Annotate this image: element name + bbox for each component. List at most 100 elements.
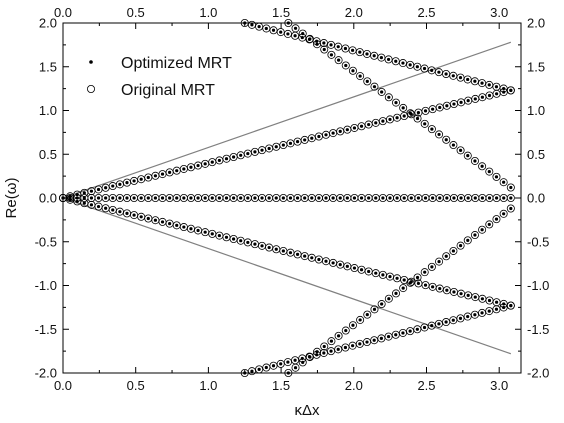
original-mrt-point	[442, 318, 451, 327]
optimized-mrt-point	[387, 95, 391, 99]
optimized-mrt-point	[502, 180, 506, 184]
x-tick-label-top: 2.0	[345, 5, 363, 20]
optimized-mrt-point	[494, 85, 499, 89]
optimized-mrt-point	[224, 196, 229, 200]
optimized-mrt-point	[231, 196, 236, 200]
optimized-mrt-point	[509, 196, 513, 200]
original-mrt-point	[427, 125, 436, 134]
original-mrt-point	[298, 358, 307, 367]
optimized-mrt-point	[175, 169, 179, 173]
optimized-mrt-point	[345, 196, 349, 200]
optimized-mrt-point	[394, 333, 398, 337]
optimized-mrt-point	[104, 206, 108, 210]
original-mrt-point	[485, 220, 494, 229]
original-mrt-point	[355, 48, 364, 57]
optimized-mrt-point	[473, 196, 477, 200]
optimized-mrt-point	[182, 225, 186, 229]
optimized-mrt-point	[324, 259, 328, 263]
original-mrt-point	[348, 66, 357, 75]
original-mrt-point	[313, 347, 322, 356]
optimized-mrt-point	[336, 58, 341, 62]
optimized-mrt-point	[401, 331, 405, 335]
optimized-mrt-point	[394, 291, 398, 296]
x-tick-label-top: 0.5	[127, 5, 145, 20]
optimized-mrt-point	[494, 307, 499, 311]
optimized-mrt-point	[301, 360, 305, 364]
optimized-mrt-point	[466, 99, 470, 103]
original-mrt-point	[356, 315, 365, 324]
optimized-mrt-point	[132, 213, 136, 217]
optimized-mrt-point	[386, 57, 391, 62]
original-mrt-point	[247, 20, 256, 29]
optimized-mrt-point	[408, 63, 412, 67]
optimized-mrt-point	[260, 196, 264, 200]
optimized-mrt-point	[139, 196, 143, 200]
original-mrt-point	[485, 80, 494, 89]
original-mrt-point	[320, 342, 329, 351]
original-mrt-point	[384, 294, 393, 303]
original-mrt-point	[398, 328, 407, 337]
optimized-mrt-point	[415, 65, 419, 69]
optimized-mrt-point	[257, 367, 261, 371]
original-mrt-point	[456, 314, 465, 323]
optimized-mrt-point	[415, 275, 420, 280]
x-tick-label-bottom: 3.0	[490, 378, 508, 393]
original-mrt-point	[427, 262, 436, 271]
optimized-mrt-point	[509, 88, 513, 92]
original-mrt-point	[499, 178, 508, 187]
optimized-mrt-point	[437, 132, 441, 137]
original-mrt-point	[478, 79, 487, 88]
optimized-mrt-point	[336, 334, 341, 338]
original-mrt-point	[442, 252, 451, 261]
optimized-mrt-point	[210, 232, 214, 236]
optimized-mrt-point	[394, 59, 398, 63]
optimized-mrt-point	[473, 233, 477, 237]
optimized-mrt-point	[395, 116, 399, 120]
original-mrt-point	[492, 82, 501, 91]
optimized-mrt-point	[509, 185, 513, 190]
original-mrt-point	[435, 257, 444, 266]
optimized-mrt-point	[345, 128, 349, 132]
optimized-mrt-point	[437, 70, 441, 74]
optimized-mrt-point	[423, 283, 428, 287]
optimized-mrt-point	[430, 324, 434, 328]
original-mrt-point	[463, 236, 472, 245]
optimized-mrt-point	[189, 227, 193, 231]
optimized-mrt-point	[445, 104, 449, 108]
optimized-mrt-point	[480, 95, 484, 99]
optimized-mrt-point	[352, 196, 357, 200]
optimized-mrt-point	[288, 196, 293, 200]
original-mrt-point	[478, 308, 487, 317]
optimized-mrt-point	[509, 206, 513, 211]
original-mrt-point	[392, 98, 401, 107]
optimized-mrt-point	[408, 111, 412, 115]
optimized-mrt-point	[338, 263, 342, 267]
optimized-mrt-point	[189, 165, 193, 169]
optimized-mrt-point	[146, 175, 150, 180]
optimized-mrt-point	[331, 261, 335, 265]
optimized-mrt-point	[317, 257, 321, 262]
original-mrt-point	[305, 353, 314, 362]
optimized-mrt-point	[387, 297, 391, 301]
optimized-mrt-point	[82, 196, 86, 200]
original-mrt-point	[363, 77, 372, 86]
optimized-mrt-point	[331, 196, 335, 200]
optimized-mrt-point	[274, 145, 278, 149]
original-mrt-point	[341, 44, 350, 53]
original-mrt-point	[449, 246, 458, 255]
y-tick-label-right: -1.5	[527, 322, 549, 337]
y-tick-label-left: -1.0	[35, 278, 57, 293]
optimized-mrt-point	[246, 151, 250, 156]
optimized-mrt-point	[322, 344, 326, 349]
optimized-mrt-point	[89, 189, 94, 193]
optimized-mrt-point	[160, 196, 165, 200]
optimized-mrt-point	[317, 134, 321, 139]
optimized-mrt-point	[480, 297, 484, 301]
optimized-mrt-point	[381, 119, 385, 123]
optimized-mrt-point	[324, 196, 328, 200]
y-tick-label-left: 0.5	[39, 147, 57, 162]
optimized-mrt-point	[322, 47, 326, 52]
optimized-mrt-point	[374, 271, 378, 275]
original-mrt-point	[327, 50, 336, 59]
